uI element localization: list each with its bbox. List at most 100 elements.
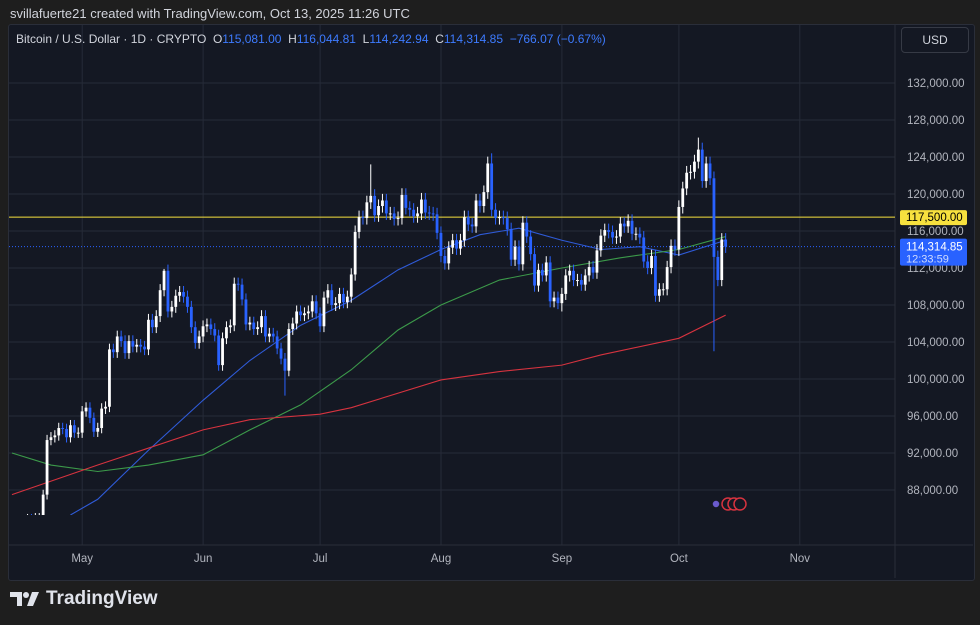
chart-credit: svillafuerte21 created with TradingView.…: [10, 6, 410, 21]
candle-body: [505, 218, 509, 230]
candle-body: [271, 333, 275, 337]
candle-body: [178, 292, 182, 296]
candle-body: [228, 325, 232, 328]
candle-body: [267, 333, 271, 337]
y-tick-label: 92,000.00: [907, 448, 958, 460]
tradingview-logo[interactable]: TradingView: [10, 588, 158, 610]
candle-body: [708, 163, 712, 179]
candle-body: [712, 178, 716, 257]
high-value: 116,044.81: [296, 32, 356, 46]
candle-body: [579, 280, 583, 285]
candle-body: [53, 435, 57, 438]
candle-body: [22, 527, 25, 531]
y-tick-label: 116,000.00: [907, 226, 964, 238]
candle-body: [669, 245, 673, 268]
candle-body: [45, 440, 49, 495]
candle-body: [365, 202, 369, 219]
candle-body: [564, 275, 568, 294]
candle-body: [135, 344, 139, 347]
candle-body: [353, 231, 357, 275]
candle-body: [611, 231, 614, 238]
candle-body: [435, 214, 439, 233]
candle-body: [689, 171, 692, 173]
candle-body: [439, 232, 443, 256]
candle-body: [373, 195, 377, 216]
candle-body: [498, 217, 501, 219]
open-label: O: [212, 32, 223, 46]
candle-body: [92, 417, 96, 432]
candle-body: [147, 319, 150, 350]
candle-body: [84, 407, 88, 412]
x-tick-label: Aug: [431, 553, 451, 565]
candle-body: [369, 195, 373, 203]
candle-body: [501, 217, 505, 219]
candle-body: [217, 335, 221, 366]
candle-body: [127, 341, 131, 354]
y-tick-label: 96,000.00: [907, 411, 958, 423]
candle-body: [591, 267, 595, 273]
candle-body: [638, 233, 642, 238]
candle-body: [654, 255, 657, 296]
candle-body: [318, 313, 322, 327]
candle-body: [18, 522, 21, 530]
candle-body: [673, 245, 677, 250]
candle-body: [221, 338, 224, 366]
candle-body: [80, 411, 84, 433]
candle-body: [38, 518, 41, 519]
tradingview-logo-icon: [10, 592, 39, 606]
y-tick-label: 104,000.00: [907, 337, 965, 349]
candle-body: [486, 163, 490, 193]
candle-body: [529, 236, 533, 255]
candle-body: [615, 236, 618, 238]
x-tick-label: Jul: [313, 553, 328, 565]
candle-body: [622, 223, 626, 227]
candle-body: [260, 316, 263, 328]
candle-body: [459, 240, 462, 249]
y-tick-label: 100,000.00: [907, 374, 965, 386]
candle-body: [111, 349, 115, 353]
candle-body: [248, 322, 252, 325]
candle-body: [232, 283, 236, 326]
candle-body: [303, 313, 306, 316]
candle-body: [345, 296, 349, 303]
candle-body: [69, 425, 72, 438]
last-price-label: 114,314.85: [906, 242, 963, 254]
candle-body: [96, 428, 100, 432]
symbol-title[interactable]: Bitcoin / U.S. Dollar · 1D · CRYPTO: [16, 32, 207, 46]
candle-body: [462, 217, 466, 241]
currency-button[interactable]: USD: [901, 27, 969, 53]
candle-body: [681, 188, 685, 207]
moving-average-line: [70, 227, 726, 515]
candle-body: [423, 199, 427, 213]
y-tick-label: 124,000.00: [907, 152, 965, 164]
candle-body: [720, 239, 724, 281]
candle-body: [131, 341, 135, 347]
candle-body: [552, 297, 556, 302]
candle-body: [556, 297, 560, 304]
candle-body: [388, 213, 392, 215]
candle-body: [143, 346, 146, 350]
candle-body: [665, 267, 669, 290]
bar-countdown-label: 12:33:59: [906, 254, 949, 266]
candle-body: [521, 222, 525, 265]
candle-body: [677, 206, 681, 250]
candle-body: [548, 262, 552, 302]
candle-body: [213, 329, 217, 336]
candle-body: [334, 303, 338, 305]
candle-body: [306, 311, 310, 314]
level-price-tag: [900, 210, 967, 226]
candle-body: [447, 247, 451, 264]
candle-body: [560, 293, 564, 304]
candle-body: [716, 256, 720, 281]
candle-body: [310, 301, 314, 312]
candle-body: [517, 246, 521, 265]
candle-body: [322, 297, 326, 327]
candle-body: [533, 254, 536, 286]
x-tick-label: Sep: [552, 553, 572, 565]
candle-body: [252, 322, 256, 330]
candle-body: [646, 261, 650, 268]
candle-body: [704, 163, 708, 182]
candle-body: [287, 329, 291, 371]
candle-body: [412, 209, 416, 217]
